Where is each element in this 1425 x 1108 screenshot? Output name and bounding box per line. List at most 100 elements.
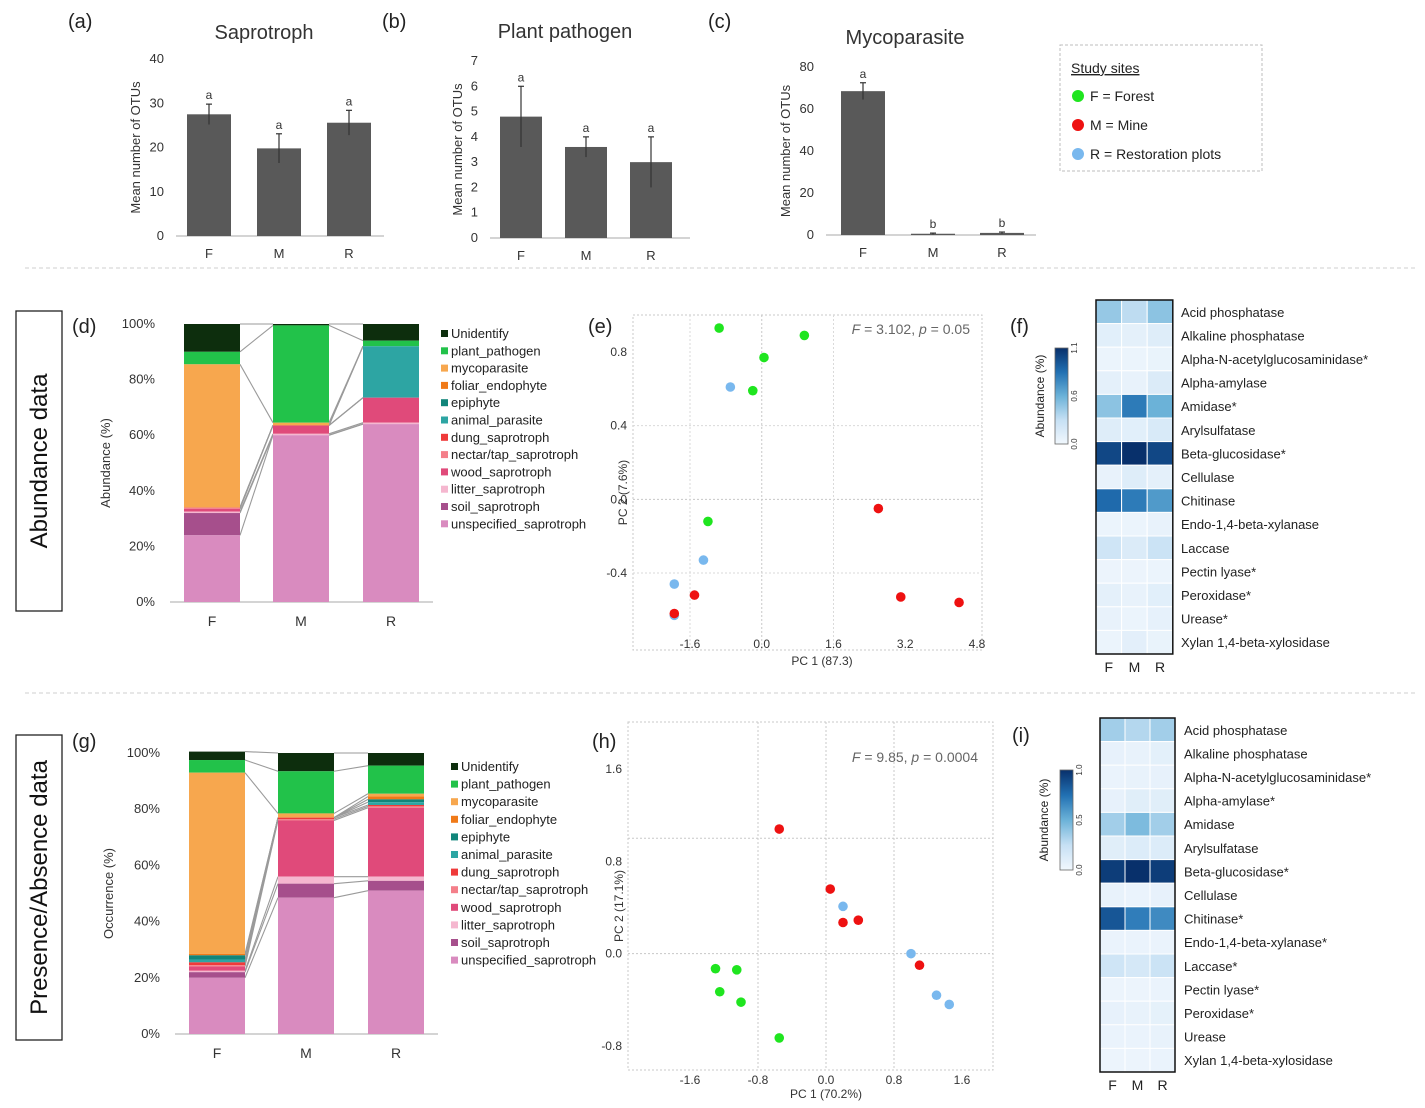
stack-segment [363, 346, 419, 398]
connector-line [333, 890, 369, 899]
pca-point-F [731, 965, 742, 975]
guild-legend-label: plant_pathogen [461, 777, 551, 792]
heatmap-row-label: Acid phosphatase [1184, 723, 1287, 738]
bar-panel-ylabel: Mean number of OTUs [128, 81, 143, 214]
pca-annotation: F = 3.102, p = 0.05 [852, 321, 971, 337]
heatmap-cell [1149, 811, 1176, 837]
connector-line [333, 880, 369, 885]
heatmap-column-label: M [1132, 1077, 1144, 1093]
pca-point-M [895, 592, 906, 602]
stack-segment [278, 819, 334, 821]
pca-y-tick-label: -0.8 [601, 1039, 622, 1053]
stack-segment [273, 422, 329, 426]
heatmap-cell [1149, 1047, 1176, 1073]
stacked-y-tick-label: 80% [129, 372, 155, 387]
heatmap-cell [1146, 629, 1174, 655]
heatmap-cell [1099, 1024, 1126, 1049]
pca-point-R [931, 990, 942, 1001]
heatmap-cell [1121, 535, 1148, 561]
heatmap-cell [1095, 582, 1123, 608]
stack-segment [184, 324, 240, 352]
connector-line [244, 883, 279, 973]
stacked-y-tick-label: 60% [129, 427, 155, 442]
connector-line [328, 422, 364, 435]
stacked-x-tick-label: R [386, 613, 396, 629]
pca-x-tick-label: 3.2 [897, 637, 914, 651]
heatmap-row-label: Pectin lyase* [1184, 982, 1259, 997]
guild-legend-label: soil_saprotroph [461, 935, 550, 950]
heatmap-column-label: F [1105, 659, 1114, 675]
stack-segment [189, 959, 245, 963]
heatmap-cell [1146, 488, 1174, 513]
stacked-y-tick-label: 0% [136, 594, 155, 609]
heatmap-cell [1095, 535, 1123, 561]
heatmap-cell [1095, 464, 1123, 490]
colorbar-tick-label: 1.1 [1070, 342, 1079, 354]
panel-label-b: (b) [382, 11, 406, 33]
legend-label: R = Restoration plots [1090, 146, 1221, 162]
heatmap-row-label: Laccase [1181, 541, 1229, 556]
y-tick-label: 0 [157, 228, 164, 243]
pca-y-tick-label: 1.6 [605, 762, 622, 776]
heatmap-row-label: Acid phosphatase [1181, 305, 1284, 320]
stacked-ylabel: Abundance (%) [98, 418, 113, 508]
heatmap-row-label: Alpha-N-acetylglucosaminidase* [1181, 352, 1368, 367]
heatmap-cell [1149, 882, 1176, 908]
pca-point-F [774, 1033, 785, 1043]
panel-label-d: (d) [72, 316, 96, 338]
heatmap-cell [1121, 488, 1148, 513]
pca-point-M [774, 824, 785, 834]
colorbar [1054, 347, 1069, 445]
heatmap-cell [1149, 1024, 1176, 1049]
panel-label-h: (h) [592, 731, 616, 753]
heatmap-cell [1149, 977, 1176, 1002]
guild-legend-label: mycoparasite [461, 794, 538, 809]
guild-legend-swatch [451, 886, 458, 894]
heatmap-cell [1099, 764, 1126, 790]
pca-point-R [698, 555, 709, 565]
heatmap-cell [1124, 811, 1151, 837]
guild-legend-label: wood_saprotroph [460, 900, 561, 915]
y-tick-label: 10 [150, 184, 164, 199]
heatmap-cell [1099, 835, 1126, 861]
pca-point-F [710, 963, 721, 974]
heatmap-cell [1099, 811, 1126, 837]
connector-line [239, 425, 274, 510]
panel-label-c: (c) [708, 11, 731, 33]
x-tick-label: R [997, 245, 1006, 260]
heatmap-cell [1095, 441, 1123, 466]
heatmap-row-label: Beta-glucosidase* [1181, 446, 1286, 461]
pca-point-M [838, 917, 848, 928]
stacked-x-tick-label: F [208, 613, 217, 629]
row-label-presence-box [15, 734, 63, 1041]
stacked-y-tick-label: 100% [122, 316, 156, 331]
stack-segment [278, 813, 334, 818]
heatmap-row-label: Beta-glucosidase* [1184, 864, 1289, 879]
heatmap-cell [1124, 835, 1151, 861]
heatmap-cell [1095, 299, 1123, 325]
pca-xlabel: PC 1 (87.3) [791, 654, 852, 668]
stacked-x-tick-label: M [300, 1045, 312, 1061]
guild-legend-swatch [441, 364, 448, 372]
stack-segment [278, 817, 334, 820]
heatmap-cell [1121, 299, 1148, 325]
legend-box [1059, 44, 1263, 172]
stack-segment [368, 807, 424, 877]
guild-legend-label: dung_saprotroph [461, 865, 559, 880]
heatmap-row-label: Peroxidase* [1181, 588, 1251, 603]
heatmap-cell [1121, 511, 1148, 537]
connector-line [239, 434, 274, 514]
stack-segment [189, 772, 245, 954]
panel-label-i: (i) [1012, 725, 1030, 747]
heatmap-cell [1146, 559, 1174, 584]
heatmap-cell [1095, 417, 1123, 443]
guild-legend-swatch [451, 780, 458, 788]
heatmap-cell [1095, 346, 1123, 372]
colorbar-tick-label: 0.5 [1075, 814, 1084, 826]
heatmap-cell [1099, 717, 1126, 743]
connector-line [244, 820, 279, 967]
stack-segment [368, 753, 424, 766]
stack-segment [363, 324, 419, 341]
row-label-abundance-box [15, 310, 63, 612]
heatmap-cell [1149, 788, 1176, 813]
